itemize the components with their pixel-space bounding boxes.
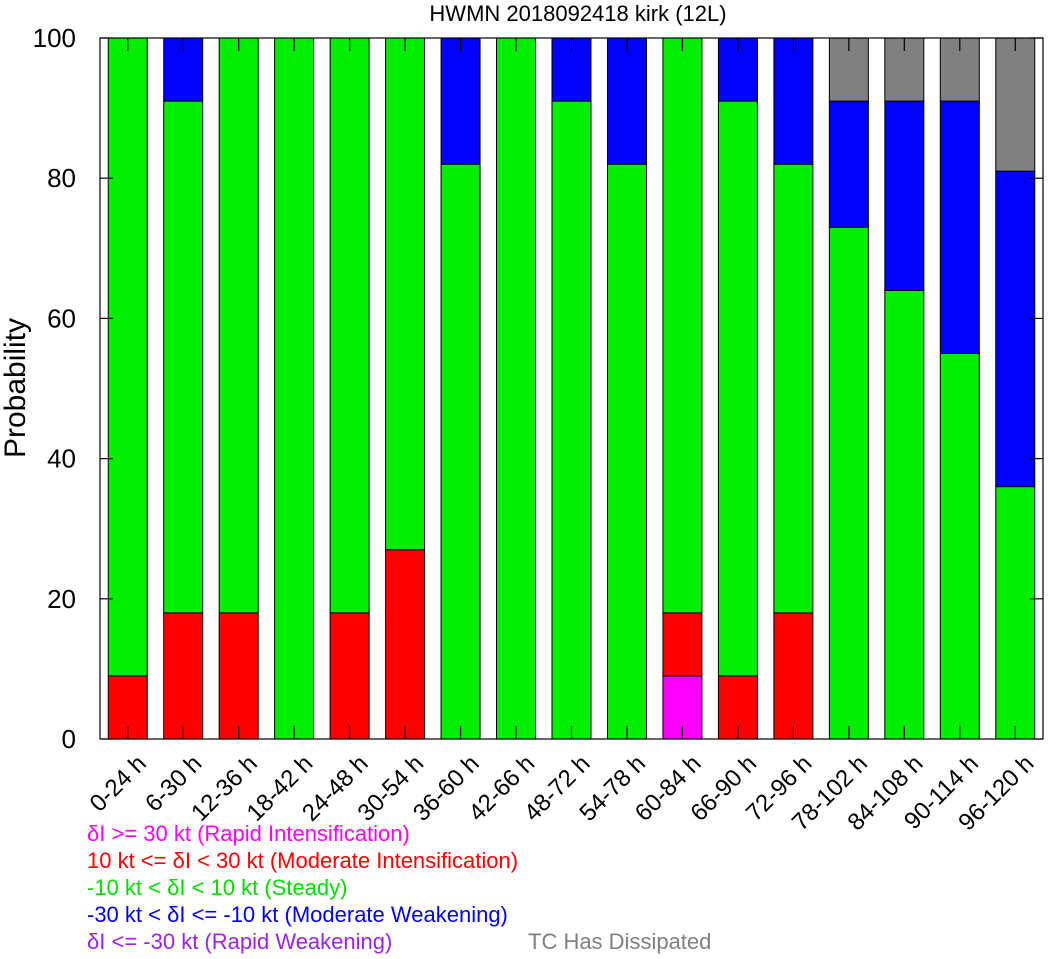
bar-segment-9-3 [606, 37, 647, 165]
legend-item-dissipated: TC Has Dissipated [528, 929, 712, 954]
bar-segment-12-3 [773, 37, 814, 165]
bar-segment-14-2 [884, 289, 925, 740]
bar-segment-6-2 [440, 163, 481, 740]
bar-segment-16-5 [995, 37, 1036, 172]
bar-segment-4-2 [329, 37, 370, 614]
bar-segment-0-2 [107, 37, 148, 677]
legend-item-rapid-weakening: δI <= -30 kt (Rapid Weakening) [87, 929, 393, 954]
bar-segment-11-2 [717, 100, 758, 677]
chart-title: HWMN 2018092418 kirk (12L) [429, 1, 726, 26]
bars-layer [107, 37, 1036, 740]
bar-segment-4-1 [329, 612, 370, 740]
bar-segment-13-3 [828, 100, 869, 228]
bar-segment-5-2 [385, 37, 426, 551]
y-tick-label: 80 [47, 163, 76, 193]
bar-segment-1-1 [163, 612, 204, 740]
bar-segment-2-1 [218, 612, 259, 740]
legend-item-rapid-intensification: δI >= 30 kt (Rapid Intensification) [87, 821, 410, 846]
bar-segment-8-2 [551, 100, 592, 740]
bar-segment-1-2 [163, 100, 204, 614]
bar-segment-13-2 [828, 226, 869, 740]
bar-segment-15-5 [939, 37, 980, 102]
bar-segment-7-2 [496, 37, 537, 740]
bar-segment-10-1 [662, 612, 703, 677]
x-tick-label: 0-24 h [85, 750, 152, 817]
legend-item-steady: -10 kt < δI < 10 kt (Steady) [87, 875, 348, 900]
bar-segment-2-2 [218, 37, 259, 614]
bar-segment-6-3 [440, 37, 481, 165]
bar-segment-14-3 [884, 100, 925, 291]
bar-segment-12-2 [773, 163, 814, 614]
bar-segment-12-1 [773, 612, 814, 740]
legend-item-moderate-intensification: 10 kt <= δI < 30 kt (Moderate Intensific… [87, 848, 519, 873]
legend-item-moderate-weakening: -30 kt < δI <= -10 kt (Moderate Weakenin… [87, 902, 508, 927]
bar-segment-3-2 [274, 37, 315, 740]
bar-segment-16-2 [995, 486, 1036, 740]
bar-segment-10-2 [662, 37, 703, 614]
y-tick-label: 40 [47, 444, 76, 474]
bar-segment-5-1 [385, 549, 426, 740]
bar-segment-15-2 [939, 352, 980, 740]
y-tick-label: 60 [47, 303, 76, 333]
bar-segment-9-2 [606, 163, 647, 740]
bar-segment-15-3 [939, 100, 980, 354]
bar-segment-16-3 [995, 170, 1036, 488]
y-tick-label: 100 [33, 23, 76, 53]
y-axis-label: Probability [0, 318, 32, 458]
y-tick-label: 20 [47, 584, 76, 614]
y-tick-label: 0 [62, 724, 76, 754]
